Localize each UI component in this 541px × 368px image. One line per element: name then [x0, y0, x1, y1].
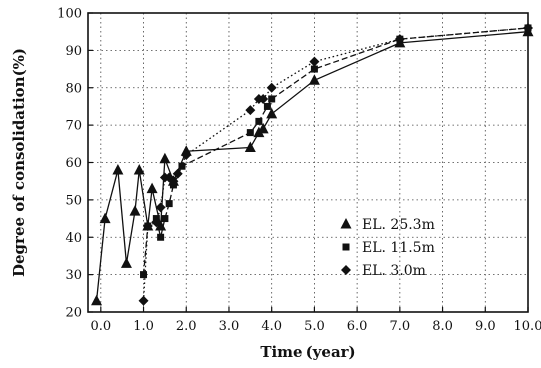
data-point — [255, 117, 263, 125]
data-point — [309, 56, 320, 67]
legend-label: EL. 11.5m — [362, 240, 435, 256]
grid — [88, 13, 528, 312]
y-tick-label: 100 — [57, 7, 82, 22]
series-el-3-0m — [138, 22, 533, 306]
data-point — [178, 162, 186, 170]
data-point — [181, 150, 192, 161]
y-tick-label: 50 — [65, 193, 82, 208]
data-point — [394, 34, 405, 45]
legend-marker — [340, 218, 352, 229]
data-point — [268, 95, 276, 103]
data-point — [140, 271, 148, 279]
data-point — [129, 205, 141, 216]
data-point — [138, 295, 149, 306]
x-tick-label: 1.0 — [133, 319, 154, 334]
x-axis-label: Time (year) — [260, 343, 355, 361]
y-tick-label: 40 — [65, 231, 82, 246]
legend-item: EL. 11.5m — [342, 240, 435, 256]
data-point — [310, 65, 318, 73]
data-point — [159, 152, 171, 164]
series-layer — [91, 22, 534, 306]
data-point — [258, 93, 269, 104]
data-point — [263, 102, 271, 110]
data-point — [112, 163, 124, 175]
data-point — [266, 107, 278, 119]
legend: EL. 25.3m EL. 11.5m EL. 3.0m — [340, 217, 435, 279]
legend-label: EL. 3.0m — [362, 263, 426, 279]
data-point — [244, 141, 256, 153]
y-tick-label: 70 — [65, 119, 82, 134]
data-point — [142, 221, 153, 232]
legend-item: EL. 25.3m — [340, 217, 435, 233]
data-point — [168, 176, 179, 187]
y-tick-label: 80 — [65, 81, 82, 96]
data-point — [120, 257, 132, 268]
data-point — [133, 163, 145, 175]
x-tick-label: 9.0 — [475, 319, 496, 334]
x-tick-label: 4.0 — [261, 319, 282, 334]
x-tick-label: 0.0 — [90, 319, 111, 334]
y-axis-label: Degree of consolidation(%) — [10, 48, 28, 277]
data-point — [99, 212, 111, 224]
x-tick-label: 5.0 — [304, 319, 325, 334]
y-tick-label: 60 — [65, 156, 82, 171]
data-point — [155, 220, 167, 231]
data-point — [146, 182, 158, 194]
legend-item: EL. 3.0m — [341, 263, 426, 279]
y-tick-label: 30 — [65, 268, 82, 283]
y-tick-label: 20 — [65, 306, 82, 321]
data-point — [155, 202, 166, 213]
data-point — [245, 105, 256, 116]
x-tick-label: 10.0 — [514, 319, 541, 334]
x-tick-label: 2.0 — [176, 319, 197, 334]
data-point — [157, 233, 165, 241]
data-point — [308, 74, 320, 85]
series-el-11-5m — [140, 24, 532, 279]
legend-marker — [341, 265, 351, 275]
x-tick-label: 7.0 — [390, 319, 411, 334]
data-point — [266, 82, 277, 93]
x-tick-label: 6.0 — [347, 319, 368, 334]
data-point — [91, 294, 103, 306]
legend-marker — [342, 243, 350, 251]
data-point — [257, 122, 269, 134]
axis-ticks: 0.0 1.0 2.0 3.0 4.0 5.0 6.0 7.0 8.0 9.0 10.0 20 30 40… — [57, 7, 541, 335]
series-line — [142, 27, 529, 301]
legend-label: EL. 25.3m — [362, 217, 435, 233]
data-point — [523, 22, 533, 33]
x-tick-label: 3.0 — [219, 319, 240, 334]
data-point — [172, 168, 183, 179]
data-point — [151, 217, 162, 228]
data-point — [165, 200, 173, 208]
data-point — [161, 215, 169, 223]
y-tick-label: 90 — [65, 44, 82, 59]
data-point — [246, 129, 254, 137]
x-tick-label: 8.0 — [432, 319, 453, 334]
